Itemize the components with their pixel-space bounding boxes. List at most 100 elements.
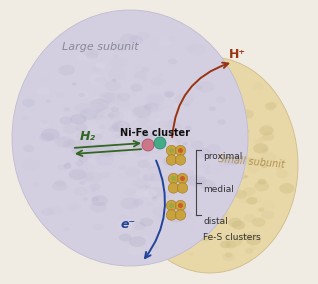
Ellipse shape [58,114,63,117]
Ellipse shape [168,59,176,63]
Ellipse shape [190,224,196,228]
Ellipse shape [236,129,243,133]
Ellipse shape [200,235,210,242]
Ellipse shape [180,175,194,185]
Circle shape [169,203,174,208]
Ellipse shape [130,83,143,92]
Ellipse shape [72,205,77,209]
Circle shape [177,183,188,193]
Ellipse shape [197,154,210,162]
Ellipse shape [261,152,276,162]
Ellipse shape [162,176,170,181]
Ellipse shape [93,224,104,231]
Ellipse shape [122,217,127,220]
Ellipse shape [41,120,48,124]
Ellipse shape [225,241,236,248]
Ellipse shape [186,182,195,188]
Ellipse shape [265,103,276,110]
Ellipse shape [22,159,40,171]
Ellipse shape [261,164,267,168]
Ellipse shape [263,148,269,152]
Ellipse shape [225,252,232,258]
Ellipse shape [247,164,260,173]
Ellipse shape [190,182,196,186]
Ellipse shape [216,176,222,180]
Ellipse shape [85,147,104,159]
Ellipse shape [246,161,252,164]
Ellipse shape [90,96,107,108]
Ellipse shape [174,147,187,156]
Ellipse shape [125,164,140,174]
Ellipse shape [91,189,96,192]
Ellipse shape [219,153,233,162]
Ellipse shape [87,124,103,134]
Ellipse shape [215,197,223,203]
Ellipse shape [190,93,196,97]
Ellipse shape [192,177,206,187]
Ellipse shape [32,182,40,187]
Ellipse shape [153,218,158,222]
Ellipse shape [232,220,245,230]
Ellipse shape [169,151,183,160]
Ellipse shape [141,67,150,73]
Ellipse shape [90,202,107,213]
Ellipse shape [167,226,174,231]
Ellipse shape [196,175,207,183]
Ellipse shape [228,159,241,168]
Ellipse shape [231,99,237,103]
Ellipse shape [142,132,153,140]
Ellipse shape [76,131,91,140]
Ellipse shape [196,148,211,158]
Ellipse shape [170,95,179,101]
Ellipse shape [58,164,67,170]
Ellipse shape [207,184,222,194]
Ellipse shape [117,93,130,101]
Ellipse shape [175,103,186,111]
Circle shape [180,176,185,181]
Ellipse shape [189,252,194,256]
Ellipse shape [199,199,209,206]
Ellipse shape [162,172,168,176]
Ellipse shape [215,120,232,131]
Ellipse shape [184,153,190,157]
Ellipse shape [210,184,215,187]
Ellipse shape [158,109,177,121]
Ellipse shape [201,98,216,108]
Ellipse shape [73,112,85,119]
Ellipse shape [103,86,112,91]
Ellipse shape [223,154,241,166]
Ellipse shape [217,145,223,149]
Ellipse shape [133,199,144,206]
Ellipse shape [186,208,194,213]
Ellipse shape [154,214,164,221]
Ellipse shape [104,198,113,204]
Ellipse shape [118,204,124,208]
Ellipse shape [78,93,85,97]
Ellipse shape [103,145,121,156]
Ellipse shape [174,161,183,168]
Circle shape [175,210,186,220]
Ellipse shape [227,120,242,131]
Ellipse shape [98,124,106,130]
Ellipse shape [144,189,157,198]
FancyArrowPatch shape [145,160,165,258]
Ellipse shape [113,54,118,57]
Ellipse shape [132,105,152,118]
Ellipse shape [108,125,119,132]
Ellipse shape [101,156,119,168]
Ellipse shape [184,103,190,107]
Ellipse shape [56,142,62,146]
Ellipse shape [108,113,114,118]
Ellipse shape [136,108,142,112]
Ellipse shape [55,91,65,97]
Ellipse shape [95,109,101,113]
Ellipse shape [172,208,191,220]
Ellipse shape [166,130,173,135]
Ellipse shape [109,57,128,69]
Ellipse shape [132,222,146,230]
Ellipse shape [59,65,75,76]
Ellipse shape [100,107,119,120]
Ellipse shape [152,207,167,216]
Ellipse shape [12,10,248,266]
Ellipse shape [120,34,137,45]
